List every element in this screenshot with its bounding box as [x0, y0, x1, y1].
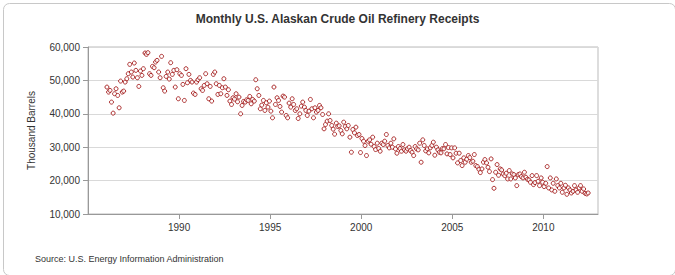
svg-text:1995: 1995: [259, 222, 282, 233]
svg-text:2000: 2000: [350, 222, 373, 233]
svg-text:Source: U.S. Energy Informatio: Source: U.S. Energy Information Administ…: [35, 254, 224, 264]
svg-text:2005: 2005: [441, 222, 464, 233]
svg-text:Monthly U.S. Alaskan Crude Oil: Monthly U.S. Alaskan Crude Oil Refinery …: [196, 12, 480, 26]
svg-text:50,000: 50,000: [49, 75, 80, 86]
svg-text:2010: 2010: [532, 222, 555, 233]
svg-text:20,000: 20,000: [49, 175, 80, 186]
svg-text:30,000: 30,000: [49, 142, 80, 153]
svg-text:1990: 1990: [168, 222, 191, 233]
svg-text:40,000: 40,000: [49, 108, 80, 119]
svg-text:60,000: 60,000: [49, 42, 80, 53]
svg-text:Thousand Barrels: Thousand Barrels: [26, 91, 37, 170]
svg-text:10,000: 10,000: [49, 209, 80, 220]
